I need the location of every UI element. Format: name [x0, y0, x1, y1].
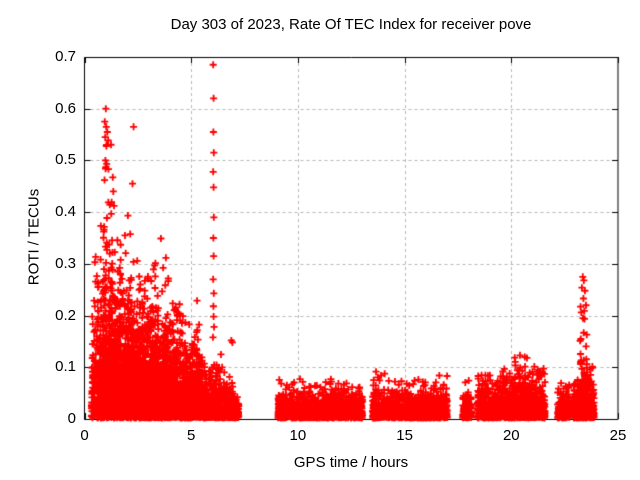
y-tick-label: 0.7 [55, 48, 76, 65]
y-tick-label: 0.5 [55, 151, 76, 169]
x-axis-label: GPS time / hours [293, 454, 409, 471]
x-tick-label: 10 [289, 427, 307, 444]
chart-title: Day 303 of 2023, Rate Of TEC Index for r… [170, 16, 532, 33]
y-tick-label: 0 [67, 410, 76, 427]
x-tick-label: 5 [187, 427, 196, 444]
y-tick-label: 0.4 [55, 203, 76, 221]
x-tick-label: 25 [609, 427, 627, 444]
y-tick-label: 0.1 [55, 358, 76, 376]
y-tick-label: 0.3 [55, 254, 76, 272]
x-tick-label: 15 [396, 427, 413, 444]
x-tick-label: 0 [80, 427, 89, 444]
x-tick-label: 20 [502, 427, 520, 444]
y-tick-label: 0.2 [55, 306, 76, 324]
y-tick-label: 0.6 [55, 99, 76, 117]
